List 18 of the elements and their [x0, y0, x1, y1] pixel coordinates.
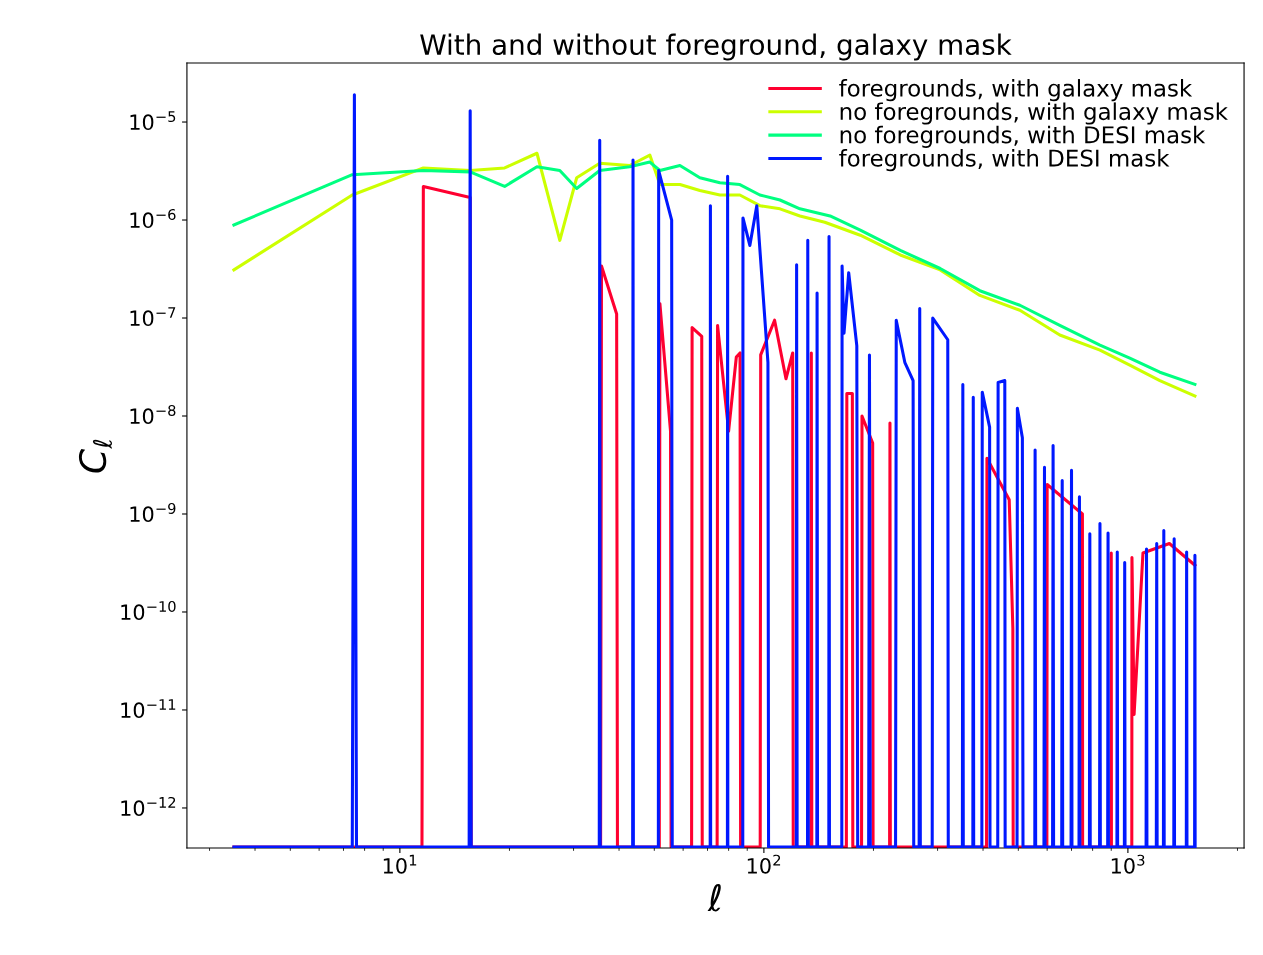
y-tick-label: 10$^{−12}$ — [121, 796, 176, 817]
y-axis-title: C$_{ℓ}$ — [78, 439, 113, 473]
x-tick-label: 10$^{2}$ — [747, 854, 781, 874]
x-axis-title: ℓ — [707, 884, 721, 912]
y-tick-label: 10$^{−9}$ — [130, 502, 176, 523]
y-tick-label: 10$^{−6}$ — [130, 208, 176, 229]
y-tick-label: 10$^{−5}$ — [130, 111, 176, 131]
legend-label: no foregrounds, with galaxy mask — [840, 102, 1228, 125]
legend-label: foregrounds, with DESI mask — [839, 149, 1170, 172]
y-tick-label: 10$^{−8}$ — [130, 404, 176, 425]
y-tick-label: 10$^{−7}$ — [130, 307, 176, 327]
legend-label: no foregrounds, with DESI mask — [840, 125, 1206, 148]
y-tick-label: 10$^{−11}$ — [121, 699, 176, 719]
legend-label: foregrounds, with galaxy mask — [839, 79, 1193, 102]
y-tick-label: 10$^{−10}$ — [121, 600, 176, 621]
x-tick-label: 10$^{3}$ — [1111, 854, 1145, 874]
chart-title: With and without foreground, galaxy mask — [420, 33, 1012, 61]
x-tick-label: 10$^{1}$ — [383, 854, 417, 874]
